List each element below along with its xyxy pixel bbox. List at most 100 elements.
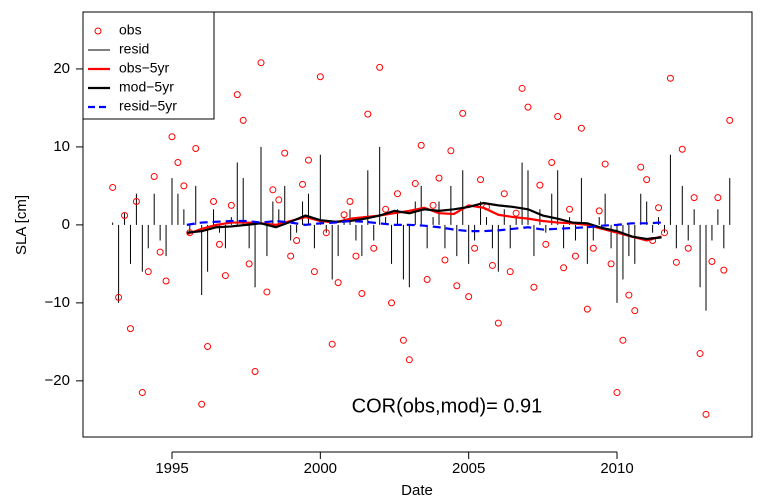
obs-point: [589, 244, 597, 252]
obs-point: [121, 212, 129, 220]
obs-point: [678, 145, 686, 153]
legend-box: [82, 11, 215, 120]
obs-point: [720, 266, 728, 274]
obs-point: [109, 183, 117, 191]
obs-point: [275, 196, 283, 204]
smooth-line: [186, 201, 662, 241]
obs-point: [239, 116, 247, 124]
obs-point: [465, 293, 473, 301]
x-tick-label: 1995: [155, 460, 188, 477]
obs-point: [281, 149, 289, 157]
obs-point: [607, 260, 615, 268]
obs-point: [245, 260, 253, 268]
obs-point: [316, 73, 324, 81]
obs-point: [637, 163, 645, 171]
obs-point: [334, 279, 342, 287]
obs-point: [666, 74, 674, 82]
obs-point: [459, 109, 467, 117]
obs-point: [340, 211, 348, 219]
obs-point: [726, 116, 734, 124]
obs-point: [595, 207, 603, 215]
legend-label: obs−5yr: [119, 60, 170, 76]
obs-point: [411, 180, 419, 188]
obs-point: [198, 400, 206, 408]
obs-point: [393, 190, 401, 198]
obs-point: [488, 261, 496, 269]
y-tick-label: −20: [45, 372, 70, 389]
obs-point: [115, 293, 123, 301]
obs-point: [204, 343, 212, 351]
obs-point: [625, 291, 633, 299]
obs-point: [287, 252, 295, 260]
obs-point: [382, 205, 390, 213]
obs-point: [227, 201, 235, 209]
obs-point: [376, 63, 384, 71]
obs-point: [672, 258, 680, 266]
obs-point: [542, 240, 550, 248]
obs-point: [162, 277, 170, 285]
obs-point: [144, 268, 152, 276]
y-axis-label: SLA [cm]: [13, 195, 30, 255]
obs-point: [548, 159, 556, 167]
obs-point: [560, 264, 568, 272]
obs-point: [613, 389, 621, 397]
x-tick-label: 2005: [452, 460, 485, 477]
legend-label: mod−5yr: [119, 79, 174, 95]
obs-point: [346, 197, 354, 205]
obs-point: [471, 244, 479, 252]
obs-point: [210, 197, 218, 205]
obs-point: [500, 190, 508, 198]
obs-point: [702, 410, 710, 418]
obs-point: [364, 110, 372, 118]
obs-point: [524, 103, 532, 111]
obs-point: [571, 252, 579, 260]
obs-point: [566, 205, 574, 213]
obs-point: [417, 141, 425, 149]
obs-point: [358, 290, 366, 298]
obs-point: [388, 299, 396, 307]
obs-point: [506, 268, 514, 276]
obs-point: [257, 59, 265, 67]
obs-point: [156, 248, 164, 256]
obs-point: [138, 389, 146, 397]
obs-point: [299, 180, 307, 188]
obs-point: [577, 124, 585, 132]
obs-point: [174, 159, 182, 167]
obs-point: [631, 307, 639, 315]
obs-point: [518, 84, 526, 92]
obs-point: [251, 367, 259, 375]
obs-point: [429, 201, 437, 209]
y-tick-label: 0: [62, 216, 70, 233]
smooth-line: [186, 219, 662, 233]
obs-point: [477, 176, 485, 184]
obs-point: [643, 176, 651, 184]
obs-point: [494, 319, 502, 327]
obs-point: [435, 174, 443, 182]
obs-point: [619, 336, 627, 344]
obs-point: [655, 204, 663, 212]
obs-point: [132, 197, 140, 205]
obs-point: [512, 209, 520, 217]
obs-point: [150, 173, 158, 181]
obs-point: [441, 256, 449, 264]
x-tick-label: 2000: [304, 460, 337, 477]
x-tick-label: 2010: [600, 460, 633, 477]
obs-point: [554, 112, 562, 120]
y-tick-label: 10: [53, 138, 70, 155]
obs-point: [233, 91, 241, 99]
legend-label: obs: [119, 22, 142, 38]
obs-point: [352, 252, 360, 260]
annotation: COR(obs,mod)= 0.91: [352, 395, 543, 417]
obs-point: [690, 194, 698, 202]
y-tick-label: −10: [45, 294, 70, 311]
obs-point: [696, 350, 704, 358]
legend-symbol: [94, 27, 102, 35]
obs-point: [660, 229, 668, 237]
obs-point: [453, 282, 461, 290]
obs-point: [126, 325, 134, 333]
obs-point: [405, 356, 413, 364]
obs-point: [328, 340, 336, 348]
obs-point: [708, 258, 716, 266]
legend-label: resid−5yr: [119, 98, 177, 114]
obs-point: [304, 156, 312, 164]
